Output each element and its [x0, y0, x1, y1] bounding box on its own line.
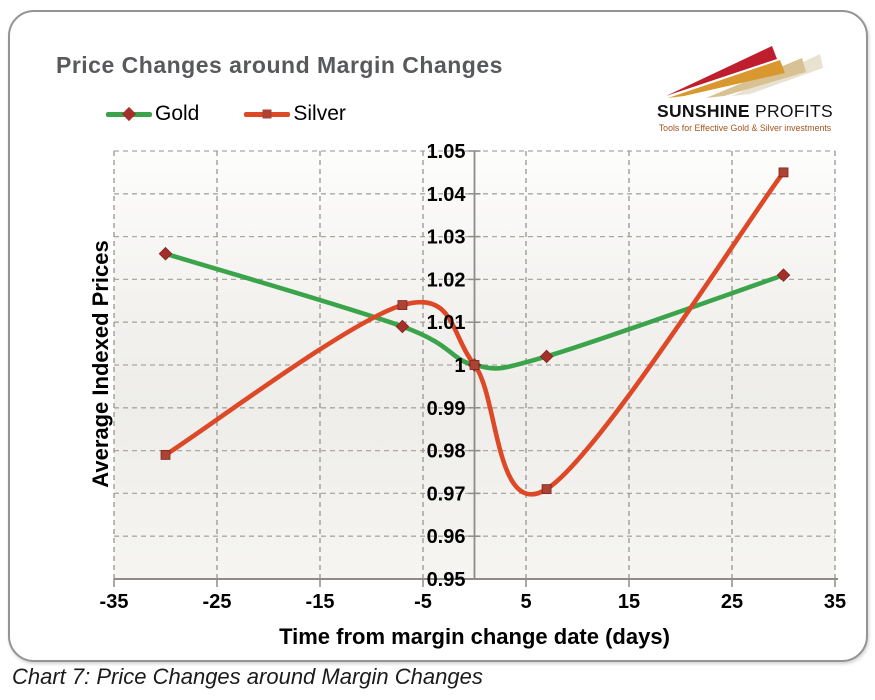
logo-brand-name: SUNSHINE PROFITS — [650, 101, 840, 122]
x-tick-label: 5 — [520, 591, 531, 613]
y-tick-label: 1.03 — [427, 227, 466, 249]
x-tick-label: 15 — [618, 591, 640, 613]
figure-caption: Chart 7: Price Changes around Margin Cha… — [12, 664, 483, 689]
legend-item-gold: Gold — [106, 102, 199, 126]
legend-line-swatch — [106, 106, 152, 122]
gold-marker — [395, 319, 410, 334]
silver-marker — [778, 167, 789, 178]
logo-tagline: Tools for Effective Gold & Silver invest… — [658, 123, 832, 133]
legend-line-swatch — [244, 109, 291, 119]
page-title: Price Changes around Margin Changes — [56, 52, 503, 78]
y-tick-label: 0.96 — [427, 526, 466, 548]
gold-marker — [158, 246, 173, 261]
legend-label: Gold — [155, 102, 200, 125]
y-tick-label: 0.98 — [427, 441, 466, 463]
x-tick-label: -25 — [203, 591, 232, 613]
silver-marker — [541, 484, 552, 495]
y-tick-label: 1 — [454, 355, 465, 377]
y-tick-label: 1.02 — [427, 269, 466, 291]
y-tick-label: 0.95 — [427, 569, 466, 591]
silver-marker — [160, 449, 171, 460]
y-tick-label: 1.04 — [427, 184, 467, 206]
y-tick-label: 0.99 — [427, 398, 466, 420]
y-tick-label: 0.97 — [427, 483, 466, 505]
x-axis-title: Time from margin change date (days) — [279, 624, 670, 649]
x-tick-label: 35 — [824, 591, 846, 613]
logo-brand-bold: SUNSHINE — [657, 101, 750, 121]
legend-square-marker-icon — [262, 109, 272, 119]
legend-label: Silver — [293, 102, 346, 125]
x-tick-label: -5 — [414, 591, 432, 613]
x-tick-label: -15 — [306, 591, 335, 613]
x-tick-label: -35 — [100, 591, 129, 613]
chart-card: Price Changes around Margin Changes Gold… — [8, 10, 868, 662]
silver-line-series — [163, 170, 786, 497]
sunshine-profits-logo: SUNSHINE PROFITS Tools for Effective Gol… — [650, 42, 840, 133]
legend-diamond-marker-icon — [121, 106, 137, 122]
x-tick-label: 25 — [721, 591, 743, 613]
silver-marker — [469, 360, 480, 370]
y-tick-label: 1.05 — [427, 141, 466, 163]
logo-arrows-icon — [666, 46, 823, 98]
gold-marker — [539, 349, 554, 364]
chart-legend: Gold Silver — [106, 102, 346, 126]
y-axis-title: Average Indexed Prices — [88, 240, 113, 488]
plot-svg: 1.05 1.04 1.03 1.02 1.01 1 0.99 0.98 0.97 0.96 0.9… — [100, 141, 847, 613]
y-tick-label: 1.01 — [427, 312, 466, 334]
legend-item-silver: Silver — [244, 102, 346, 126]
logo-brand-light: PROFITS — [749, 101, 833, 121]
gold-marker — [776, 268, 791, 282]
silver-marker — [397, 300, 408, 310]
